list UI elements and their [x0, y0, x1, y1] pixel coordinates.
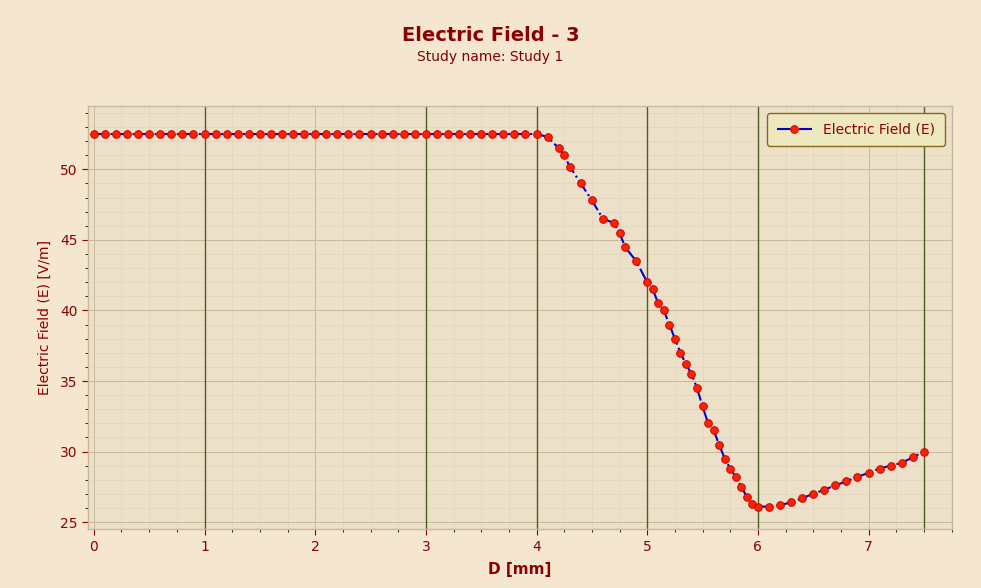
Legend: Electric Field (E): Electric Field (E): [767, 113, 945, 146]
Text: Electric Field - 3: Electric Field - 3: [401, 26, 580, 45]
Electric Field (E): [365, 131, 377, 138]
Electric Field (E): [630, 258, 642, 265]
Electric Field (E): [88, 131, 100, 138]
X-axis label: D [mm]: D [mm]: [489, 562, 551, 577]
Electric Field (E): [558, 152, 570, 159]
Y-axis label: Electric Field (E) [V/m]: Electric Field (E) [V/m]: [38, 240, 52, 395]
Electric Field (E): [110, 131, 122, 138]
Electric Field (E): [862, 469, 874, 476]
Electric Field (E): [353, 131, 365, 138]
Text: Study name: Study 1: Study name: Study 1: [417, 50, 564, 64]
Electric Field (E): [918, 448, 930, 455]
Line: Electric Field (E): Electric Field (E): [90, 131, 928, 510]
Electric Field (E): [752, 503, 764, 510]
